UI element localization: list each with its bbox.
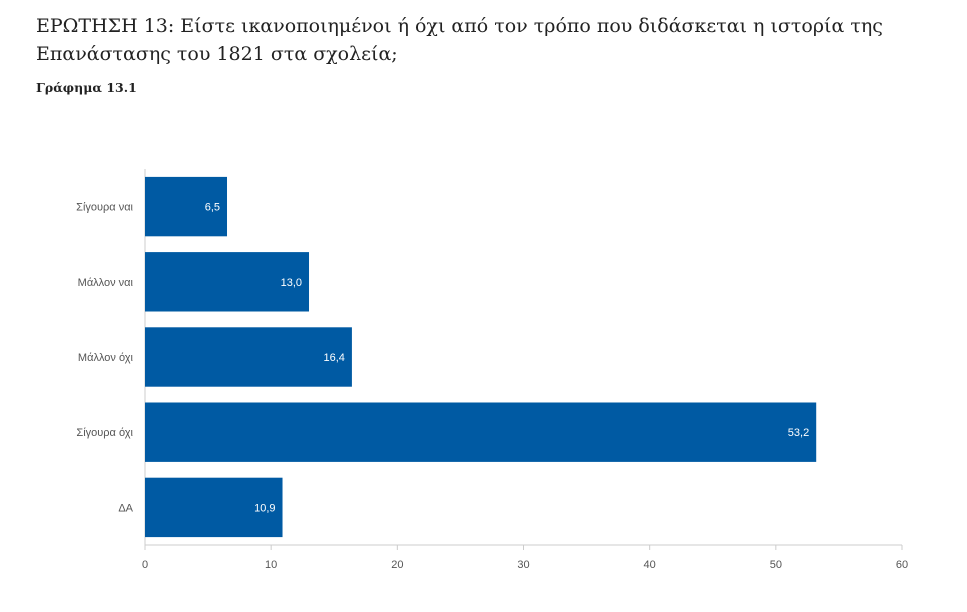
x-tick-label: 60 (896, 559, 908, 571)
bar (145, 327, 352, 387)
data-label: 53,2 (788, 427, 809, 439)
chart-subtitle: Γράφημα 13.1 (36, 80, 137, 95)
x-tick-label: 0 (142, 559, 148, 571)
data-label: 10,9 (254, 502, 275, 514)
data-label: 6,5 (205, 202, 220, 214)
x-tick-label: 50 (770, 559, 782, 571)
x-tick-label: 20 (391, 559, 403, 571)
category-label: Μάλλον όχι (78, 352, 134, 364)
category-label: Μάλλον ναι (78, 277, 134, 289)
data-label: 16,4 (323, 352, 344, 364)
category-label: ΔΑ (118, 502, 133, 514)
x-tick-label: 40 (644, 559, 656, 571)
bar (145, 176, 228, 237)
category-label: Σίγουρα όχι (76, 427, 133, 439)
x-tick-label: 30 (517, 559, 529, 571)
bar (145, 402, 817, 462)
bar (145, 477, 283, 538)
bar (145, 252, 310, 312)
page-title: ΕΡΩΤΗΣΗ 13: Είστε ικανοποιημένοι ή όχι α… (36, 15, 883, 65)
data-label: 13,0 (281, 277, 302, 289)
category-label: Σίγουρα ναι (76, 202, 133, 214)
x-tick-label: 10 (265, 559, 277, 571)
